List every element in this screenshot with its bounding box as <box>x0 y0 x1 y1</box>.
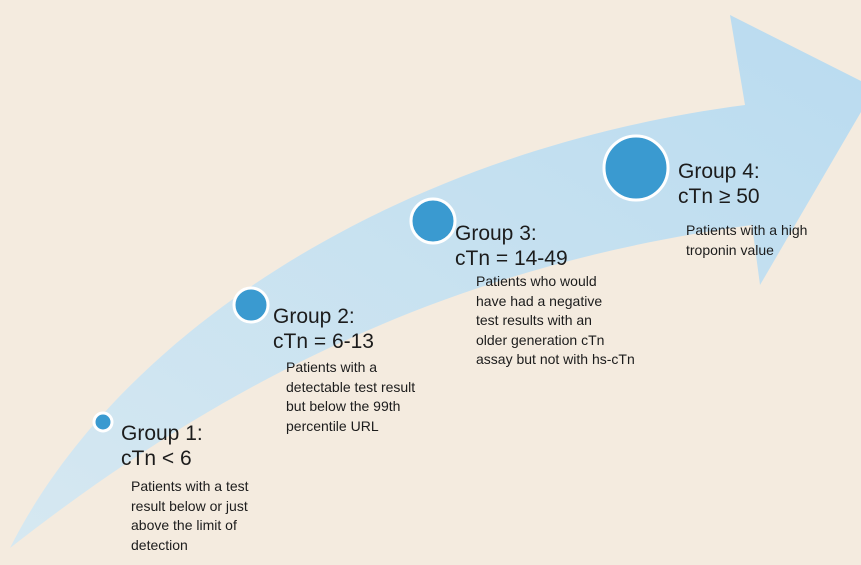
group-range: cTn = 14-49 <box>455 247 568 270</box>
group-description: Patients who would have had a negative tes… <box>476 272 635 370</box>
group-title: Group 4: <box>678 160 760 183</box>
group-description: Patients with a high troponin value <box>686 221 807 260</box>
description-line: older generation cTn <box>476 331 605 348</box>
description-line: Patients who would <box>476 273 597 289</box>
group-marker <box>602 134 670 202</box>
description-line: above the limit of <box>131 517 237 533</box>
group-marker <box>409 197 457 245</box>
group-heading: Group 2: cTn = 6-13 <box>273 304 374 354</box>
group-heading: Group 4: cTn ≥ 50 <box>678 159 760 209</box>
group-title: Group 3: <box>455 222 537 245</box>
group-title: Group 1: <box>121 422 203 445</box>
group-heading: Group 3: cTn = 14-49 <box>455 221 568 271</box>
group-title: Group 2: <box>273 305 355 328</box>
description-line: have had a negative <box>476 292 603 309</box>
description-line: detectable test result <box>286 378 416 395</box>
group-heading: Group 1: cTn < 6 <box>121 421 203 471</box>
group-description: Patients with a test result below or just… <box>131 477 249 555</box>
group-marker <box>232 286 270 324</box>
description-line: assay but not with hs-cTn <box>476 351 635 367</box>
group-range: cTn = 6-13 <box>273 330 374 353</box>
description-line: result below or just <box>131 497 248 514</box>
group-range: cTn < 6 <box>121 447 192 470</box>
description-line: percentile URL <box>286 417 379 434</box>
description-line: but below the 99th <box>286 398 401 414</box>
description-line: Patients with a test <box>131 478 249 494</box>
description-line: detection <box>131 536 188 553</box>
description-line: Patients with a <box>286 359 378 375</box>
group-range: cTn ≥ 50 <box>678 185 760 208</box>
description-line: troponin value <box>686 241 774 258</box>
group-description: Patients with a detectable test result but… <box>286 358 415 436</box>
description-line: Patients with a high <box>686 222 808 238</box>
group-marker <box>92 411 114 433</box>
description-line: test results with an <box>476 312 592 328</box>
